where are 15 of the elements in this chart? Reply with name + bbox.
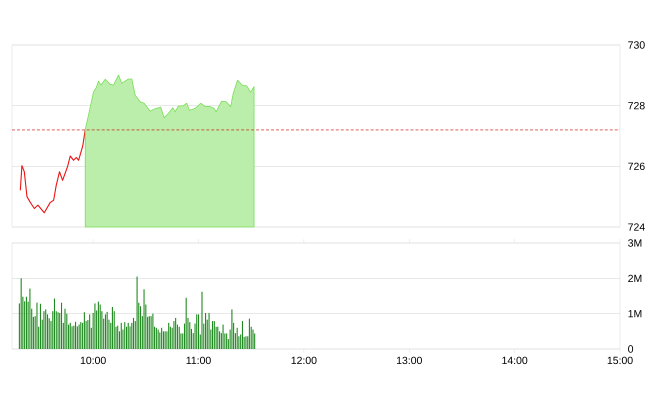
y-tick-label: 730 <box>628 41 645 49</box>
y-tick-label: 3M <box>628 239 642 247</box>
y-tick-label: 2M <box>628 274 642 282</box>
y-tick-label: 728 <box>628 102 645 110</box>
x-tick-label: 15:00 <box>608 356 633 364</box>
x-tick-label: 12:00 <box>292 356 317 364</box>
x-tick-label: 13:00 <box>396 356 422 364</box>
x-tick-label: 14:00 <box>502 356 528 364</box>
x-tick-label: 11:00 <box>186 356 211 364</box>
x-tick-label: 10:00 <box>80 356 106 364</box>
y-tick-label: 1M <box>628 310 642 318</box>
y-tick-label: 0 <box>628 345 634 353</box>
y-tick-label: 724 <box>628 223 645 231</box>
y-tick-label: 726 <box>628 162 645 170</box>
line-series <box>20 128 86 214</box>
